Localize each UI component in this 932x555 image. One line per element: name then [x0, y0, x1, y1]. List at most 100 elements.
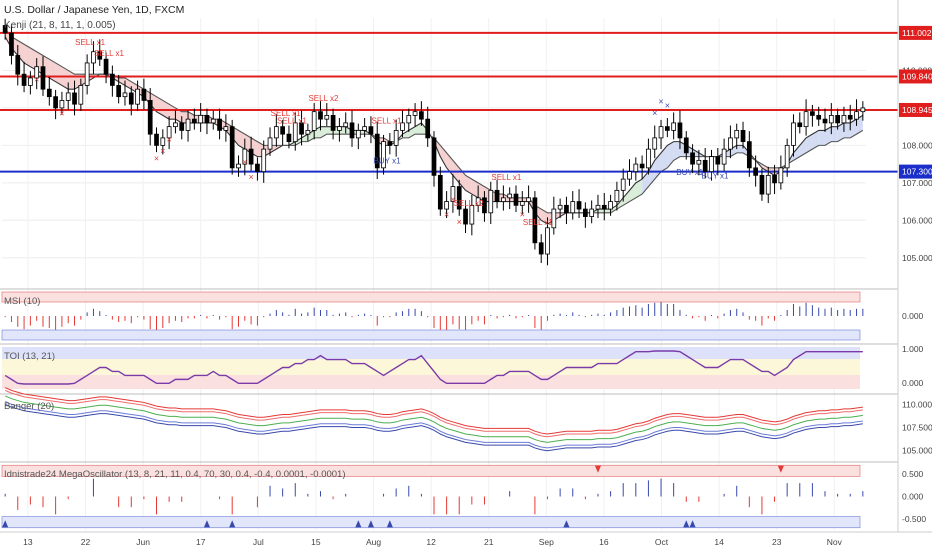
candle[interactable]: [627, 159, 632, 186]
candle[interactable]: [753, 155, 758, 187]
candle[interactable]: [21, 61, 27, 93]
candle[interactable]: [311, 103, 317, 140]
candle[interactable]: [671, 112, 677, 140]
candle[interactable]: [141, 78, 147, 110]
candle[interactable]: [160, 129, 166, 155]
candle[interactable]: [683, 131, 689, 160]
candle[interactable]: [835, 108, 840, 130]
candle[interactable]: [709, 149, 714, 181]
candle[interactable]: [482, 191, 487, 222]
candle[interactable]: [381, 134, 386, 175]
candle[interactable]: [318, 101, 323, 131]
candle[interactable]: [463, 200, 468, 234]
candle[interactable]: [545, 217, 550, 266]
candle[interactable]: [847, 104, 853, 131]
candle[interactable]: [343, 112, 349, 134]
candle[interactable]: [822, 108, 828, 132]
candle[interactable]: [65, 82, 71, 110]
candle[interactable]: [513, 185, 519, 213]
candle[interactable]: [84, 54, 90, 95]
candle[interactable]: [191, 108, 197, 130]
candle[interactable]: [103, 52, 109, 84]
candle[interactable]: [40, 56, 46, 96]
candle[interactable]: [444, 191, 449, 219]
candle[interactable]: [217, 108, 222, 140]
candles[interactable]: [2, 18, 866, 266]
candle[interactable]: [507, 187, 513, 210]
candle[interactable]: [469, 194, 475, 236]
candle[interactable]: [841, 106, 847, 132]
candle[interactable]: [791, 114, 796, 157]
candle[interactable]: [816, 106, 822, 126]
candle[interactable]: [690, 144, 695, 174]
candle[interactable]: [633, 157, 639, 181]
candle[interactable]: [59, 91, 65, 115]
candle[interactable]: [122, 80, 128, 106]
candle[interactable]: [179, 116, 185, 140]
candle[interactable]: [532, 191, 538, 250]
candle[interactable]: [538, 234, 544, 264]
candle[interactable]: [78, 78, 84, 111]
candle[interactable]: [702, 148, 708, 179]
candle[interactable]: [28, 71, 33, 95]
candle[interactable]: [740, 121, 746, 149]
candle[interactable]: [696, 149, 702, 176]
candle[interactable]: [431, 131, 437, 187]
candle[interactable]: [475, 185, 481, 213]
candle[interactable]: [91, 41, 96, 75]
candle[interactable]: [324, 103, 330, 126]
candle[interactable]: [286, 125, 292, 149]
candle[interactable]: [784, 138, 790, 177]
candle[interactable]: [721, 138, 727, 171]
candle[interactable]: [620, 168, 626, 202]
candle[interactable]: [406, 108, 412, 132]
candle[interactable]: [255, 157, 260, 181]
candle[interactable]: [646, 138, 651, 175]
candle[interactable]: [362, 118, 367, 138]
candle[interactable]: [280, 119, 285, 146]
candle[interactable]: [154, 127, 159, 153]
candle[interactable]: [519, 191, 525, 215]
candle[interactable]: [387, 133, 393, 155]
candle[interactable]: [400, 110, 405, 138]
candle[interactable]: [860, 101, 866, 121]
candle[interactable]: [210, 110, 216, 130]
candle[interactable]: [494, 179, 500, 209]
candle[interactable]: [412, 103, 418, 127]
candle[interactable]: [198, 103, 204, 132]
candle[interactable]: [589, 200, 595, 224]
candle[interactable]: [9, 24, 14, 65]
candle[interactable]: [551, 196, 557, 235]
candle[interactable]: [229, 119, 235, 175]
candle[interactable]: [715, 148, 721, 176]
candle[interactable]: [425, 106, 431, 147]
candle[interactable]: [185, 110, 191, 142]
candle[interactable]: [53, 89, 58, 120]
candle[interactable]: [759, 168, 765, 201]
candle[interactable]: [652, 125, 658, 159]
candle[interactable]: [608, 194, 613, 216]
candle[interactable]: [147, 88, 153, 146]
candle[interactable]: [601, 192, 607, 221]
candle[interactable]: [267, 127, 273, 156]
candle[interactable]: [828, 103, 834, 135]
candle[interactable]: [166, 116, 172, 150]
candle[interactable]: [501, 185, 506, 211]
candle[interactable]: [242, 138, 248, 176]
candle[interactable]: [173, 110, 178, 134]
candle[interactable]: [526, 185, 531, 213]
candle[interactable]: [337, 118, 342, 142]
candle[interactable]: [261, 140, 267, 183]
candle[interactable]: [223, 114, 229, 142]
candle[interactable]: [46, 76, 52, 106]
candle[interactable]: [677, 110, 683, 150]
candle[interactable]: [299, 110, 304, 146]
candle[interactable]: [97, 39, 103, 66]
candle[interactable]: [854, 99, 859, 126]
candle[interactable]: [34, 58, 40, 90]
candle[interactable]: [110, 65, 115, 97]
candle[interactable]: [576, 189, 582, 219]
candle[interactable]: [292, 112, 298, 151]
